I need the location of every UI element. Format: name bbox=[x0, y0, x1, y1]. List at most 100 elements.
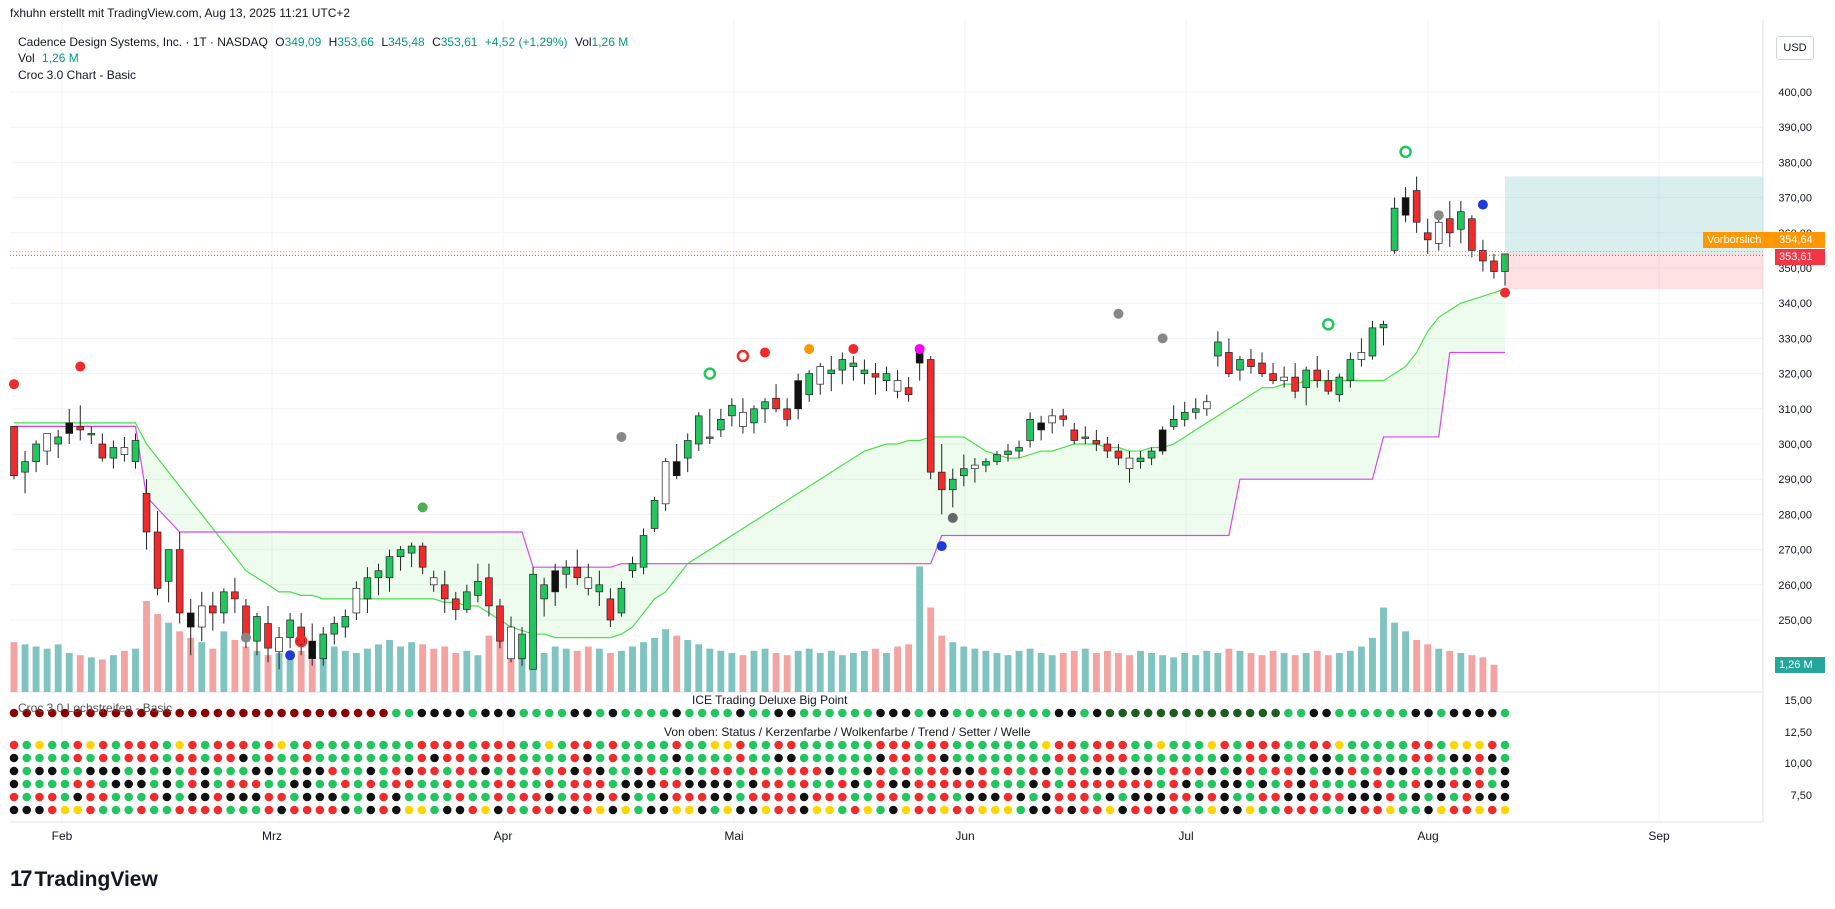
status-dot bbox=[1092, 792, 1102, 802]
status-dot bbox=[328, 779, 337, 789]
status-dot bbox=[1118, 779, 1127, 789]
status-dot bbox=[532, 779, 541, 789]
premarket-label: Vorbörslich bbox=[1703, 232, 1777, 248]
status-dot bbox=[47, 779, 57, 789]
status-dot bbox=[1143, 753, 1153, 763]
status-dot bbox=[264, 792, 274, 802]
status-dot bbox=[761, 779, 771, 789]
status-dot bbox=[149, 753, 159, 763]
lower-pane-title[interactable]: Croc 3.0 Lochstreifen - Basic bbox=[18, 701, 173, 715]
status-dot bbox=[1296, 708, 1306, 718]
status-dot bbox=[417, 766, 427, 776]
status-dot bbox=[264, 779, 274, 789]
status-dot bbox=[468, 753, 478, 763]
status-dot bbox=[455, 805, 465, 815]
volume-bar bbox=[363, 648, 371, 692]
signal-dot bbox=[804, 343, 815, 354]
status-dot bbox=[608, 753, 618, 763]
status-dot bbox=[188, 779, 197, 789]
candle-body bbox=[1225, 352, 1233, 374]
status-dot bbox=[1258, 792, 1268, 802]
status-dot bbox=[1487, 779, 1497, 789]
volume-bar bbox=[264, 655, 272, 692]
status-dot bbox=[1220, 708, 1229, 718]
status-dot bbox=[1220, 740, 1229, 750]
volume-bar bbox=[275, 653, 283, 692]
candle-body bbox=[374, 570, 383, 579]
status-dot bbox=[697, 792, 707, 802]
status-dot bbox=[672, 740, 681, 750]
status-dot bbox=[583, 766, 592, 776]
status-dot bbox=[481, 779, 490, 789]
volume-bar bbox=[717, 650, 725, 692]
status-dot bbox=[1156, 753, 1166, 763]
status-dot bbox=[850, 740, 860, 750]
candle-body bbox=[639, 535, 648, 568]
status-dot bbox=[1131, 805, 1140, 815]
status-dot bbox=[1284, 766, 1293, 776]
status-dot bbox=[98, 779, 108, 789]
status-dot bbox=[379, 779, 388, 789]
status-dot bbox=[493, 792, 503, 802]
status-dot bbox=[799, 708, 809, 718]
volume-bar bbox=[286, 657, 294, 692]
status-dot bbox=[1398, 792, 1408, 802]
volume-bar bbox=[805, 648, 813, 692]
candle-body bbox=[584, 577, 593, 589]
status-dot bbox=[1041, 766, 1051, 776]
candle-body bbox=[1191, 408, 1200, 413]
signal-ring bbox=[736, 349, 750, 363]
status-dot bbox=[455, 740, 465, 750]
status-dot bbox=[838, 779, 847, 789]
candle-body bbox=[21, 461, 29, 473]
status-dot bbox=[430, 740, 439, 750]
status-dot bbox=[124, 740, 133, 750]
volume-bar bbox=[860, 650, 868, 692]
status-dot bbox=[914, 805, 924, 815]
status-dot bbox=[1156, 792, 1166, 802]
legend-indicator[interactable]: Croc 3.0 Chart - Basic bbox=[18, 68, 137, 82]
candle-body bbox=[153, 531, 162, 589]
status-dot bbox=[876, 753, 885, 763]
status-dot bbox=[162, 779, 172, 789]
status-dot bbox=[430, 779, 439, 789]
status-dot bbox=[1105, 792, 1115, 802]
volume-bar bbox=[1247, 653, 1255, 692]
status-dot bbox=[838, 740, 847, 750]
status-dot bbox=[353, 766, 363, 776]
candle-body bbox=[1379, 323, 1388, 329]
volume-bar bbox=[827, 650, 835, 692]
status-dot bbox=[812, 805, 822, 815]
volume-bar bbox=[187, 637, 195, 692]
status-dot bbox=[736, 753, 745, 763]
status-dot bbox=[1271, 766, 1280, 776]
status-dot bbox=[1194, 792, 1204, 802]
status-dot bbox=[111, 740, 121, 750]
status-dot bbox=[621, 740, 630, 750]
currency-button[interactable]: USD bbox=[1776, 36, 1814, 60]
cloud-upper-line bbox=[14, 288, 1506, 639]
status-dot bbox=[1424, 779, 1433, 789]
status-dot bbox=[748, 766, 758, 776]
status-dot bbox=[239, 740, 248, 750]
tradingview-logo[interactable]: 17 TradingView bbox=[10, 866, 158, 892]
candle-body bbox=[1313, 369, 1322, 381]
candle-body bbox=[794, 380, 802, 410]
status-dot bbox=[404, 766, 414, 776]
status-dot bbox=[697, 766, 707, 776]
status-dot bbox=[1271, 740, 1280, 750]
status-dot bbox=[60, 708, 70, 718]
volume-bar bbox=[1369, 637, 1376, 692]
status-dot bbox=[1398, 779, 1408, 789]
status-dot bbox=[557, 708, 567, 718]
status-dot bbox=[990, 740, 1000, 750]
status-dot bbox=[124, 792, 133, 802]
status-dot bbox=[1487, 708, 1497, 718]
status-dot bbox=[1411, 708, 1421, 718]
status-dot bbox=[774, 766, 783, 776]
status-dot bbox=[532, 766, 541, 776]
status-dot bbox=[812, 753, 822, 763]
status-dot bbox=[1271, 792, 1280, 802]
status-dot bbox=[47, 708, 57, 718]
